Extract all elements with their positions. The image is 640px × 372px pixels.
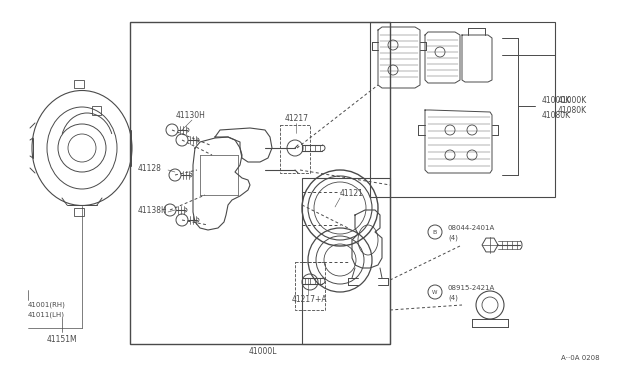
Text: A··0A 0208: A··0A 0208 <box>561 355 600 361</box>
Text: (4): (4) <box>448 235 458 241</box>
Text: 08915-2421A: 08915-2421A <box>448 285 495 291</box>
Text: 41121: 41121 <box>340 189 364 198</box>
Text: 41001(RH): 41001(RH) <box>28 302 66 308</box>
Text: 41080K: 41080K <box>558 106 587 115</box>
Bar <box>74 80 84 88</box>
Text: 41217+A: 41217+A <box>292 295 328 305</box>
Bar <box>130 22 390 344</box>
Text: 41000L: 41000L <box>249 347 277 356</box>
Text: 08044-2401A: 08044-2401A <box>448 225 495 231</box>
Text: 41000K: 41000K <box>542 96 572 105</box>
Text: 41080K: 41080K <box>542 110 571 119</box>
Bar <box>370 22 555 197</box>
Text: 41128: 41128 <box>138 164 162 173</box>
Bar <box>302 178 390 344</box>
Bar <box>280 125 310 173</box>
Text: 41217: 41217 <box>285 113 309 122</box>
Text: W: W <box>432 289 438 295</box>
Text: (4): (4) <box>448 295 458 301</box>
Bar <box>74 208 84 216</box>
Text: 41151M: 41151M <box>47 336 77 344</box>
Text: 41011(LH): 41011(LH) <box>28 312 65 318</box>
Text: 41138H: 41138H <box>138 205 168 215</box>
Bar <box>295 262 325 310</box>
Text: 41130H: 41130H <box>176 110 206 119</box>
Text: B: B <box>433 230 437 234</box>
Text: 41000K: 41000K <box>558 96 588 105</box>
Bar <box>92 106 101 115</box>
